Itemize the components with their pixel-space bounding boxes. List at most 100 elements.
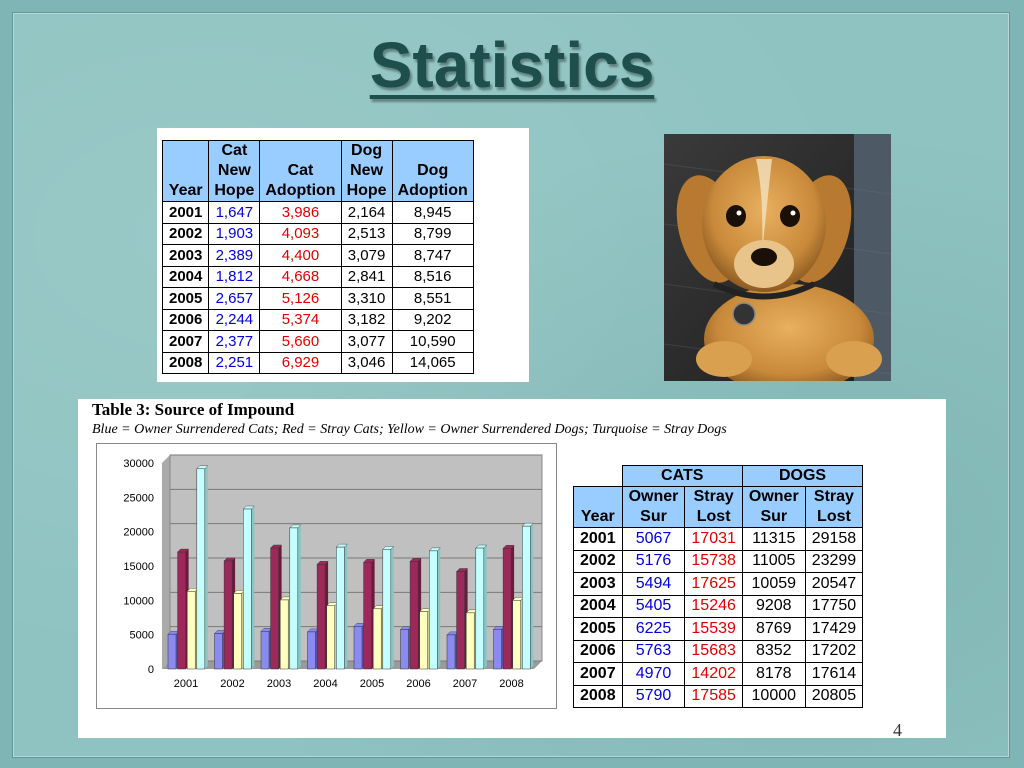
y-tick-label: 5000 [130,630,154,642]
bar [307,631,316,670]
year-cell: 2005 [573,617,623,641]
table-row: 2007 4970 14202 8178 17614 [573,662,864,686]
bar [502,547,512,670]
bar-side [437,547,441,669]
y-tick-label: 15000 [123,561,154,573]
year-cell: 2002 [573,549,623,573]
cat-new-hope-cell: 1,903 [208,222,261,245]
dog-stray-cell: 17750 [804,594,864,618]
impound-header-dog-stray-lost: Stray Lost [804,486,864,528]
dog-adoption-cell: 8,747 [391,244,474,267]
dog-new-hope-cell: 3,046 [340,351,393,374]
bar [372,608,382,670]
dog-owner-cell: 8178 [741,662,806,686]
cat-owner-cell: 5790 [621,684,686,708]
bar [279,599,289,670]
adoption-header-cat-adoption: Cat Adoption [259,140,342,202]
bar [465,612,475,670]
impound-group-cats: CATS [621,465,743,487]
adoption-table: Year Cat New Hope Cat Adoption Dog New Hope Dog Ad… [161,140,474,374]
bar [522,525,531,670]
bar-side [483,545,487,669]
year-cell: 2004 [161,265,210,288]
cat-adoption-cell: 4,400 [259,244,342,267]
table-row: 2007 2,377 5,660 3,077 10,590 [161,330,474,353]
dog-stray-cell: 20805 [804,684,864,708]
cat-adoption-cell: 3,986 [259,201,342,224]
dog-stray-cell: 17429 [804,617,864,641]
cat-new-hope-cell: 2,251 [208,351,261,374]
table-row: 2006 2,244 5,374 3,182 9,202 [161,308,474,331]
table-row: 2008 5790 17585 10000 20805 [573,684,864,708]
table-row: 2008 2,251 6,929 3,046 14,065 [161,351,474,374]
x-tick-label: 2007 [453,678,477,690]
dog-stray-cell: 29158 [804,527,864,551]
x-tick-label: 2006 [406,678,430,690]
bar [493,628,502,670]
impound-title: Table 3: Source of Impound [92,400,295,419]
bar [223,560,233,670]
table-row: 2001 1,647 3,986 2,164 8,945 [161,201,474,224]
dog-stray-cell: 17614 [804,662,864,686]
impound-header-dog-owner-sur: Owner Sur [741,486,806,528]
bar-side [204,465,208,669]
year-cell: 2007 [573,662,623,686]
dog-adoption-cell: 10,590 [391,330,474,353]
impound-group-spacer [574,466,623,487]
cat-owner-cell: 5494 [621,572,686,596]
year-cell: 2004 [573,594,623,618]
cat-owner-cell: 5405 [621,594,686,618]
x-tick-label: 2004 [313,678,337,690]
y-tick-label: 30000 [123,458,154,470]
impound-bar-chart: 0 5000 10000 15000 20000 25000 30000 2001 2002 20… [96,443,557,709]
year-cell: 2008 [573,684,623,708]
year-cell: 2006 [573,639,623,663]
dog-owner-cell: 8352 [741,639,806,663]
table-row: 2004 1,812 4,668 2,841 8,516 [161,265,474,288]
bar [409,561,419,670]
bar [456,571,465,670]
x-tick-label: 2008 [499,678,523,690]
cat-adoption-cell: 5,126 [259,287,342,310]
cat-owner-cell: 5763 [621,639,686,663]
cat-stray-cell: 14202 [684,662,743,686]
dog-stray-cell: 17202 [804,639,864,663]
dog-new-hope-cell: 3,077 [340,330,393,353]
bar [336,546,345,670]
dog-owner-cell: 11315 [741,527,806,551]
dog-owner-cell: 10059 [741,572,806,596]
year-cell: 2007 [161,330,210,353]
y-tick-label: 10000 [123,595,154,607]
cat-stray-cell: 15246 [684,594,743,618]
dog-owner-cell: 9208 [741,594,806,618]
dog-new-hope-cell: 3,079 [340,244,393,267]
x-tick-label: 2005 [360,678,384,690]
dog-photo [664,134,891,381]
table-row: 2005 6225 15539 8769 17429 [573,617,864,641]
year-cell: 2006 [161,308,210,331]
page-number: 4 [893,720,902,740]
cat-new-hope-cell: 1,647 [208,201,261,224]
cat-owner-cell: 5067 [621,527,686,551]
impound-table: CATS DOGS Year Owner Sur Stray Lost Owner Sur S… [573,465,864,708]
cat-stray-cell: 15539 [684,617,743,641]
cat-stray-cell: 17031 [684,527,743,551]
adoption-header-cat-new-hope: Cat New Hope [208,140,261,202]
bar [512,600,521,670]
table-row: 2003 5494 17625 10059 20547 [573,572,864,596]
x-tick-label: 2003 [267,678,291,690]
bar [233,593,242,670]
x-tick-label: 2001 [174,678,198,690]
dog-adoption-cell: 14,065 [391,351,474,374]
dog-adoption-cell: 8,945 [391,201,474,224]
bar [446,634,456,670]
cat-new-hope-cell: 2,244 [208,308,261,331]
impound-group-header-row: CATS DOGS [574,465,864,487]
bar [400,629,409,670]
year-cell: 2005 [161,287,210,310]
chart-side-wall [162,455,170,669]
impound-group-dogs: DOGS [741,465,864,487]
cat-owner-cell: 4970 [621,662,686,686]
bar [475,547,485,670]
cat-new-hope-cell: 2,389 [208,244,261,267]
